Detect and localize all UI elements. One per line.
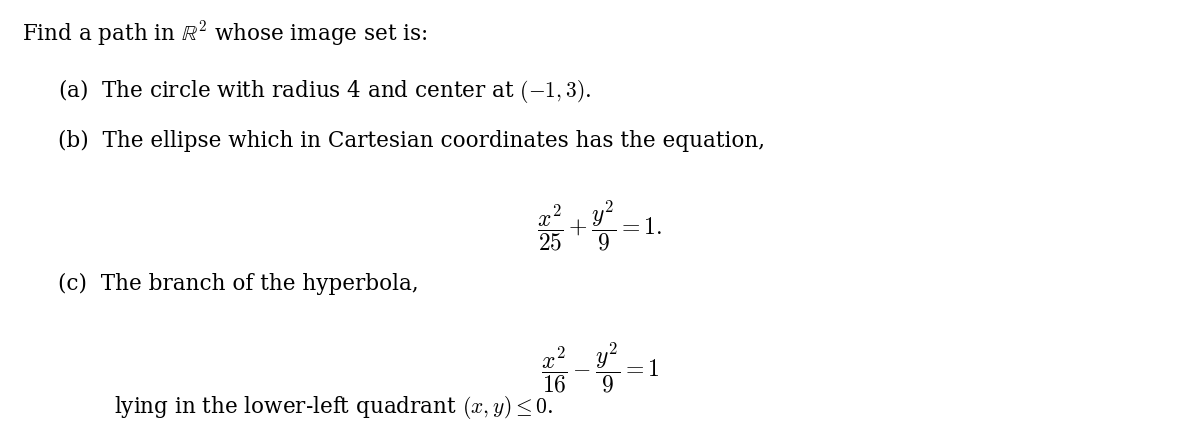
- Text: $\dfrac{x^2}{16} - \dfrac{y^2}{9} = 1$: $\dfrac{x^2}{16} - \dfrac{y^2}{9} = 1$: [540, 341, 660, 395]
- Text: $\dfrac{x^2}{25} + \dfrac{y^2}{9} = 1.$: $\dfrac{x^2}{25} + \dfrac{y^2}{9} = 1.$: [538, 198, 662, 253]
- Text: Find a path in $\mathbb{R}^2$ whose image set is:: Find a path in $\mathbb{R}^2$ whose imag…: [22, 19, 427, 48]
- Text: (b)  The ellipse which in Cartesian coordinates has the equation,: (b) The ellipse which in Cartesian coord…: [58, 130, 764, 152]
- Text: lying in the lower-left quadrant $(x, y) \leq 0$.: lying in the lower-left quadrant $(x, y)…: [114, 394, 553, 421]
- Text: (c)  The branch of the hyperbola,: (c) The branch of the hyperbola,: [58, 273, 419, 295]
- Text: (a)  The circle with radius 4 and center at $(-1, 3)$.: (a) The circle with radius 4 and center …: [58, 77, 590, 105]
